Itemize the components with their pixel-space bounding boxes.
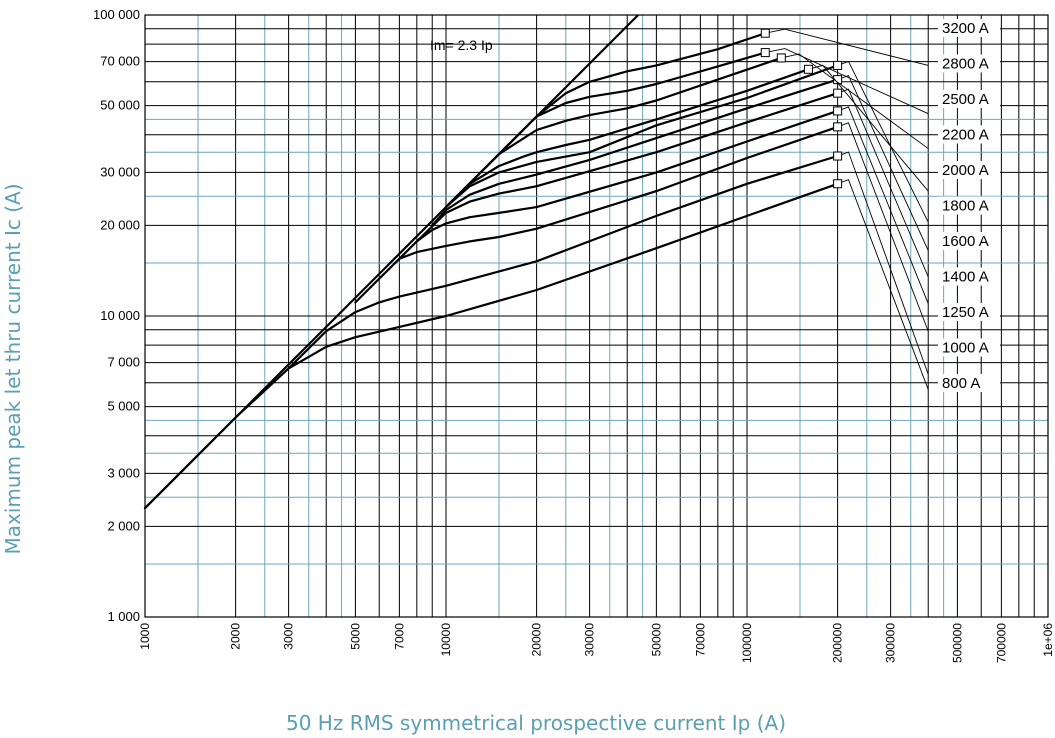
x-tick-label: 7000 <box>392 623 406 650</box>
x-tick-label: 30000 <box>583 623 597 657</box>
x-tick-label: 1000 <box>138 623 152 650</box>
rating-label: 1600 A <box>942 233 989 250</box>
rating-label-bg <box>938 232 1000 250</box>
rating-label-bg <box>938 90 1000 108</box>
rating-label: 2000 A <box>942 162 989 179</box>
rating-label-bg <box>938 161 1000 179</box>
asymptote-label: Im= 2.3 Ip <box>430 37 493 53</box>
rating-label-bg <box>938 19 1000 37</box>
y-tick-label: 30 000 <box>100 164 140 179</box>
x-tick-label: 50000 <box>649 623 663 657</box>
series-leader-line <box>837 75 929 251</box>
x-tick-label: 300000 <box>884 623 898 663</box>
series-end-marker <box>803 64 813 74</box>
y-tick-label: 2 000 <box>107 518 140 533</box>
x-tick-label: 700000 <box>994 623 1008 663</box>
rating-labels: 800 A 1000 A 1250 A 1400 A 1600 A 1800 A 2000 … <box>938 19 1000 392</box>
series-line <box>444 32 767 209</box>
y-tick-label: 50 000 <box>100 98 140 113</box>
rating-label: 3200 A <box>942 20 989 37</box>
series-line <box>354 125 839 304</box>
series-leader-line <box>765 28 929 66</box>
y-axis-label: Maximum peak let thru current Ic (A) <box>1 184 25 555</box>
series-leader-line <box>808 64 929 192</box>
y-tick-label: 100 000 <box>93 7 140 22</box>
series-line <box>444 68 810 209</box>
series-line <box>143 182 839 510</box>
series-line <box>415 92 839 243</box>
x-tick-label: 70000 <box>693 623 707 657</box>
y-tick-labels: 1 000 2 000 3 000 5 000 7 000 10 000 20 000 30 … <box>93 7 140 624</box>
x-tick-label: 100000 <box>740 623 754 663</box>
series-end-marker <box>833 106 843 116</box>
x-tick-label: 3000 <box>282 623 296 650</box>
series-end-marker <box>833 179 843 189</box>
y-tick-label: 3 000 <box>107 465 140 480</box>
rating-label: 800 A <box>942 375 980 392</box>
grid <box>144 14 1049 618</box>
rating-label: 1250 A <box>942 304 989 321</box>
series-line <box>398 109 839 260</box>
x-tick-label: 200000 <box>831 623 845 663</box>
series-end-marker <box>776 53 786 63</box>
series-leader-line <box>837 179 929 390</box>
series-group <box>143 28 929 510</box>
plot-border <box>144 14 1049 618</box>
series-end-marker <box>833 88 843 98</box>
x-tick-labels: 1000 2000 3000 5000 7000 10000 20000 30000 50000… <box>138 623 1055 663</box>
rating-label-bg <box>938 338 1000 357</box>
series-end-marker <box>833 60 843 70</box>
rating-label-bg <box>938 374 1000 392</box>
rating-label: 2500 A <box>942 91 989 108</box>
y-tick-label: 1 000 <box>107 609 140 624</box>
x-tick-label: 10000 <box>439 623 453 657</box>
series-end-marker <box>833 151 843 161</box>
rating-label-bg <box>938 303 1000 321</box>
series-end-marker <box>760 48 770 58</box>
y-tick-label: 7 000 <box>107 355 140 370</box>
x-tick-label: 20000 <box>530 623 544 657</box>
rating-label: 1800 A <box>942 198 989 215</box>
rating-label-bg <box>938 54 1000 73</box>
y-tick-label: 5 000 <box>107 399 140 414</box>
rating-label-bg <box>938 125 1000 144</box>
series-line <box>431 78 839 227</box>
series-leader-line <box>837 60 929 223</box>
rating-label: 2800 A <box>942 56 989 73</box>
series-end-marker <box>833 122 843 132</box>
y-tick-label: 10 000 <box>100 308 140 323</box>
series-line <box>444 64 839 209</box>
x-tick-label: 5000 <box>348 623 362 650</box>
series-leader-line <box>837 122 929 332</box>
series-end-marker <box>760 28 770 38</box>
x-axis-label: 50 Hz RMS symmetrical prospective curren… <box>286 711 786 735</box>
series-leader-line <box>781 53 929 149</box>
x-tick-label: 2000 <box>229 623 243 650</box>
x-tick-label: 1e+06 <box>1041 623 1055 657</box>
series-line <box>287 154 839 370</box>
series-line <box>444 56 783 209</box>
y-tick-label: 20 000 <box>100 217 140 232</box>
rating-label-bg <box>938 196 1000 215</box>
y-tick-label: 70 000 <box>100 54 140 69</box>
rating-label-bg <box>938 267 1000 286</box>
x-tick-label: 500000 <box>950 623 964 663</box>
series-leader-line <box>765 48 929 115</box>
rating-label: 1000 A <box>942 340 989 357</box>
rating-label: 1400 A <box>942 269 989 286</box>
rating-label: 2200 A <box>942 127 989 144</box>
